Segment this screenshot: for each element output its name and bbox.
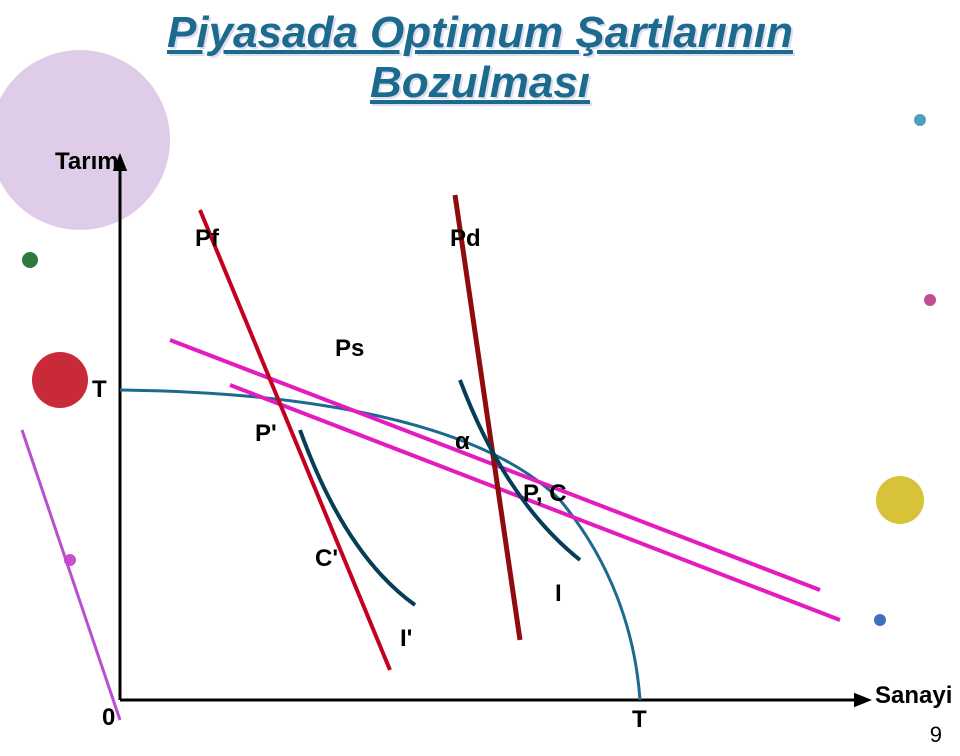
T-y-label: T: [92, 376, 107, 404]
label-alpha: α: [455, 428, 470, 456]
label-I: I: [555, 580, 562, 608]
label-pd: Pd: [450, 225, 481, 253]
line-pd: [455, 195, 520, 640]
x-axis-label: Sanayi: [875, 682, 952, 710]
line-pf: [200, 210, 390, 670]
T-x-label: T: [632, 706, 647, 734]
title-line2: Bozulması: [370, 58, 590, 107]
origin-label: 0: [102, 704, 115, 732]
chart: [0, 0, 960, 756]
label-ps: Ps: [335, 335, 364, 363]
x-axis-arrow-icon: [854, 693, 872, 707]
slide-title: Piyasada Optimum Şartlarının Bozulması: [0, 8, 960, 108]
slide: Piyasada Optimum Şartlarının Bozulması T…: [0, 0, 960, 756]
label-Iprime: I': [400, 625, 412, 653]
indiff-Iprime: [300, 430, 415, 605]
axes: [113, 153, 872, 707]
title-line1: Piyasada Optimum Şartlarının: [167, 8, 793, 57]
label-Pprime: P': [255, 420, 277, 448]
label-pf: Pf: [195, 225, 219, 253]
label-Cprime: C': [315, 545, 338, 573]
label-PC: P, C: [523, 480, 567, 508]
page-number: 9: [930, 722, 942, 748]
y-axis-label: Tarım: [55, 148, 119, 176]
